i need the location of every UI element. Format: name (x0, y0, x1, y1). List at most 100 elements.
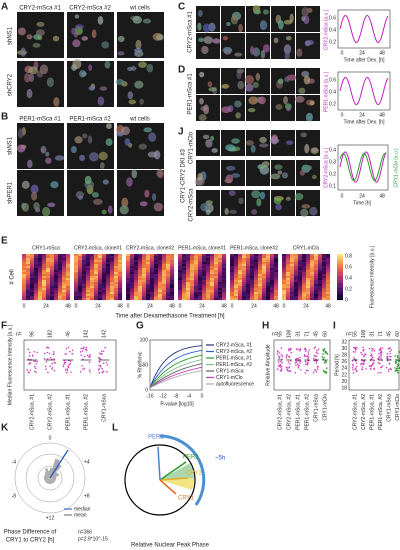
x-tick-label: 0 (201, 393, 204, 399)
x-tick-label: 24 (199, 303, 205, 309)
heatmap-cell (306, 270, 311, 273)
heatmap-cell (114, 296, 119, 299)
heatmap-cell (22, 288, 27, 291)
plot-frame (337, 144, 389, 191)
data-dot (299, 348, 302, 350)
data-dot (354, 367, 357, 370)
data-dot (99, 365, 102, 368)
heatmap-cell (154, 280, 159, 283)
heatmap-cell (54, 278, 59, 281)
heatmap-cell (206, 278, 211, 281)
heatmap-cell (106, 294, 111, 297)
phase-hand (159, 477, 189, 481)
data-dot (307, 357, 309, 360)
heatmap-cell (162, 282, 167, 285)
heatmap-cell (162, 276, 167, 279)
heatmap-cell (62, 280, 67, 283)
row-label: shCRY2 (8, 73, 14, 96)
heatmap-cell (238, 256, 243, 259)
heatmap-cell (158, 268, 163, 271)
heatmap-cell (130, 296, 135, 299)
heatmap-cell (322, 292, 327, 295)
rose-wedge (50, 478, 55, 484)
heatmap-cell (270, 276, 275, 279)
category-label: CRY2-mSca, #2 (286, 394, 292, 430)
nucleus (286, 106, 292, 112)
heatmap-cell (254, 256, 259, 259)
n-value: 142 (83, 330, 89, 339)
heatmap-cell (90, 262, 95, 265)
heatmap-cell (258, 284, 263, 287)
heatmap-cell (66, 278, 71, 281)
data-dot (287, 348, 290, 350)
heatmap-cell (134, 290, 139, 293)
heatmap-cell (170, 270, 175, 273)
data-dot (48, 352, 51, 355)
heatmap-cell (290, 286, 295, 289)
heatmap-cell (286, 284, 291, 287)
heatmap-cell (106, 282, 111, 285)
data-dot (34, 367, 37, 370)
heatmap-cell (214, 254, 219, 257)
data-dot (299, 368, 302, 371)
heatmap-cell (206, 284, 211, 287)
data-dot (396, 365, 399, 368)
heatmap-cell (306, 292, 311, 295)
heatmap-cell (190, 280, 195, 283)
heatmap-cell (286, 294, 291, 297)
heatmap-cell (50, 266, 55, 269)
colorbar (337, 288, 343, 291)
category-label: CRY1-mSca (313, 394, 319, 422)
nucleus (212, 38, 221, 44)
heatmap-cell (114, 260, 119, 263)
heatmap-cell (150, 278, 155, 281)
heatmap-cell (262, 284, 267, 287)
data-dot (378, 352, 380, 355)
heatmap-cell (202, 256, 207, 259)
rose-wedge (50, 467, 53, 478)
heatmap-cell (258, 274, 263, 277)
heatmap-cell (294, 260, 299, 263)
heatmap-cell (294, 262, 299, 265)
heatmap-cell (134, 298, 139, 301)
heatmap-cell (134, 276, 139, 279)
nucleus (301, 16, 306, 22)
heatmap-cell (246, 264, 251, 267)
heatmap-cell (146, 280, 151, 283)
heatmap-cell (54, 292, 59, 295)
plot-frame (23, 339, 117, 391)
heatmap-cell (306, 282, 311, 285)
heatmap-cell (82, 256, 87, 259)
nucleus (258, 96, 266, 105)
heatmap-cell (158, 272, 163, 275)
data-dot (29, 362, 32, 364)
heatmap-cell (218, 270, 223, 273)
heatmap-cell (94, 286, 99, 289)
heatmap-cell (78, 296, 83, 299)
data-dot (66, 368, 69, 370)
nucleus (198, 114, 207, 121)
heatmap-cell (166, 256, 171, 259)
data-dot (361, 366, 364, 368)
heatmap-cell (86, 280, 91, 283)
data-dot (372, 362, 375, 364)
heatmap-cell (274, 292, 279, 295)
heatmap-cell (294, 288, 299, 291)
heatmap-cell (94, 278, 99, 281)
data-dot (325, 361, 327, 364)
heatmap-cell (326, 280, 331, 283)
heatmap-cell (298, 282, 303, 285)
heatmap-cell (298, 298, 303, 301)
heatmap-cell (90, 290, 95, 293)
nucleus (70, 146, 77, 154)
panel-label: F (1, 321, 7, 332)
column-label: CRY1-mSca (32, 245, 60, 251)
data-dot (85, 346, 88, 349)
legend-label: CRY1-mSca (216, 368, 244, 374)
heatmap-cell (102, 254, 107, 257)
heatmap-cell (294, 280, 299, 283)
heatmap-cell (258, 288, 263, 291)
heatmap-cell (302, 270, 307, 273)
data-dot (53, 361, 56, 364)
nucleus (259, 191, 266, 200)
